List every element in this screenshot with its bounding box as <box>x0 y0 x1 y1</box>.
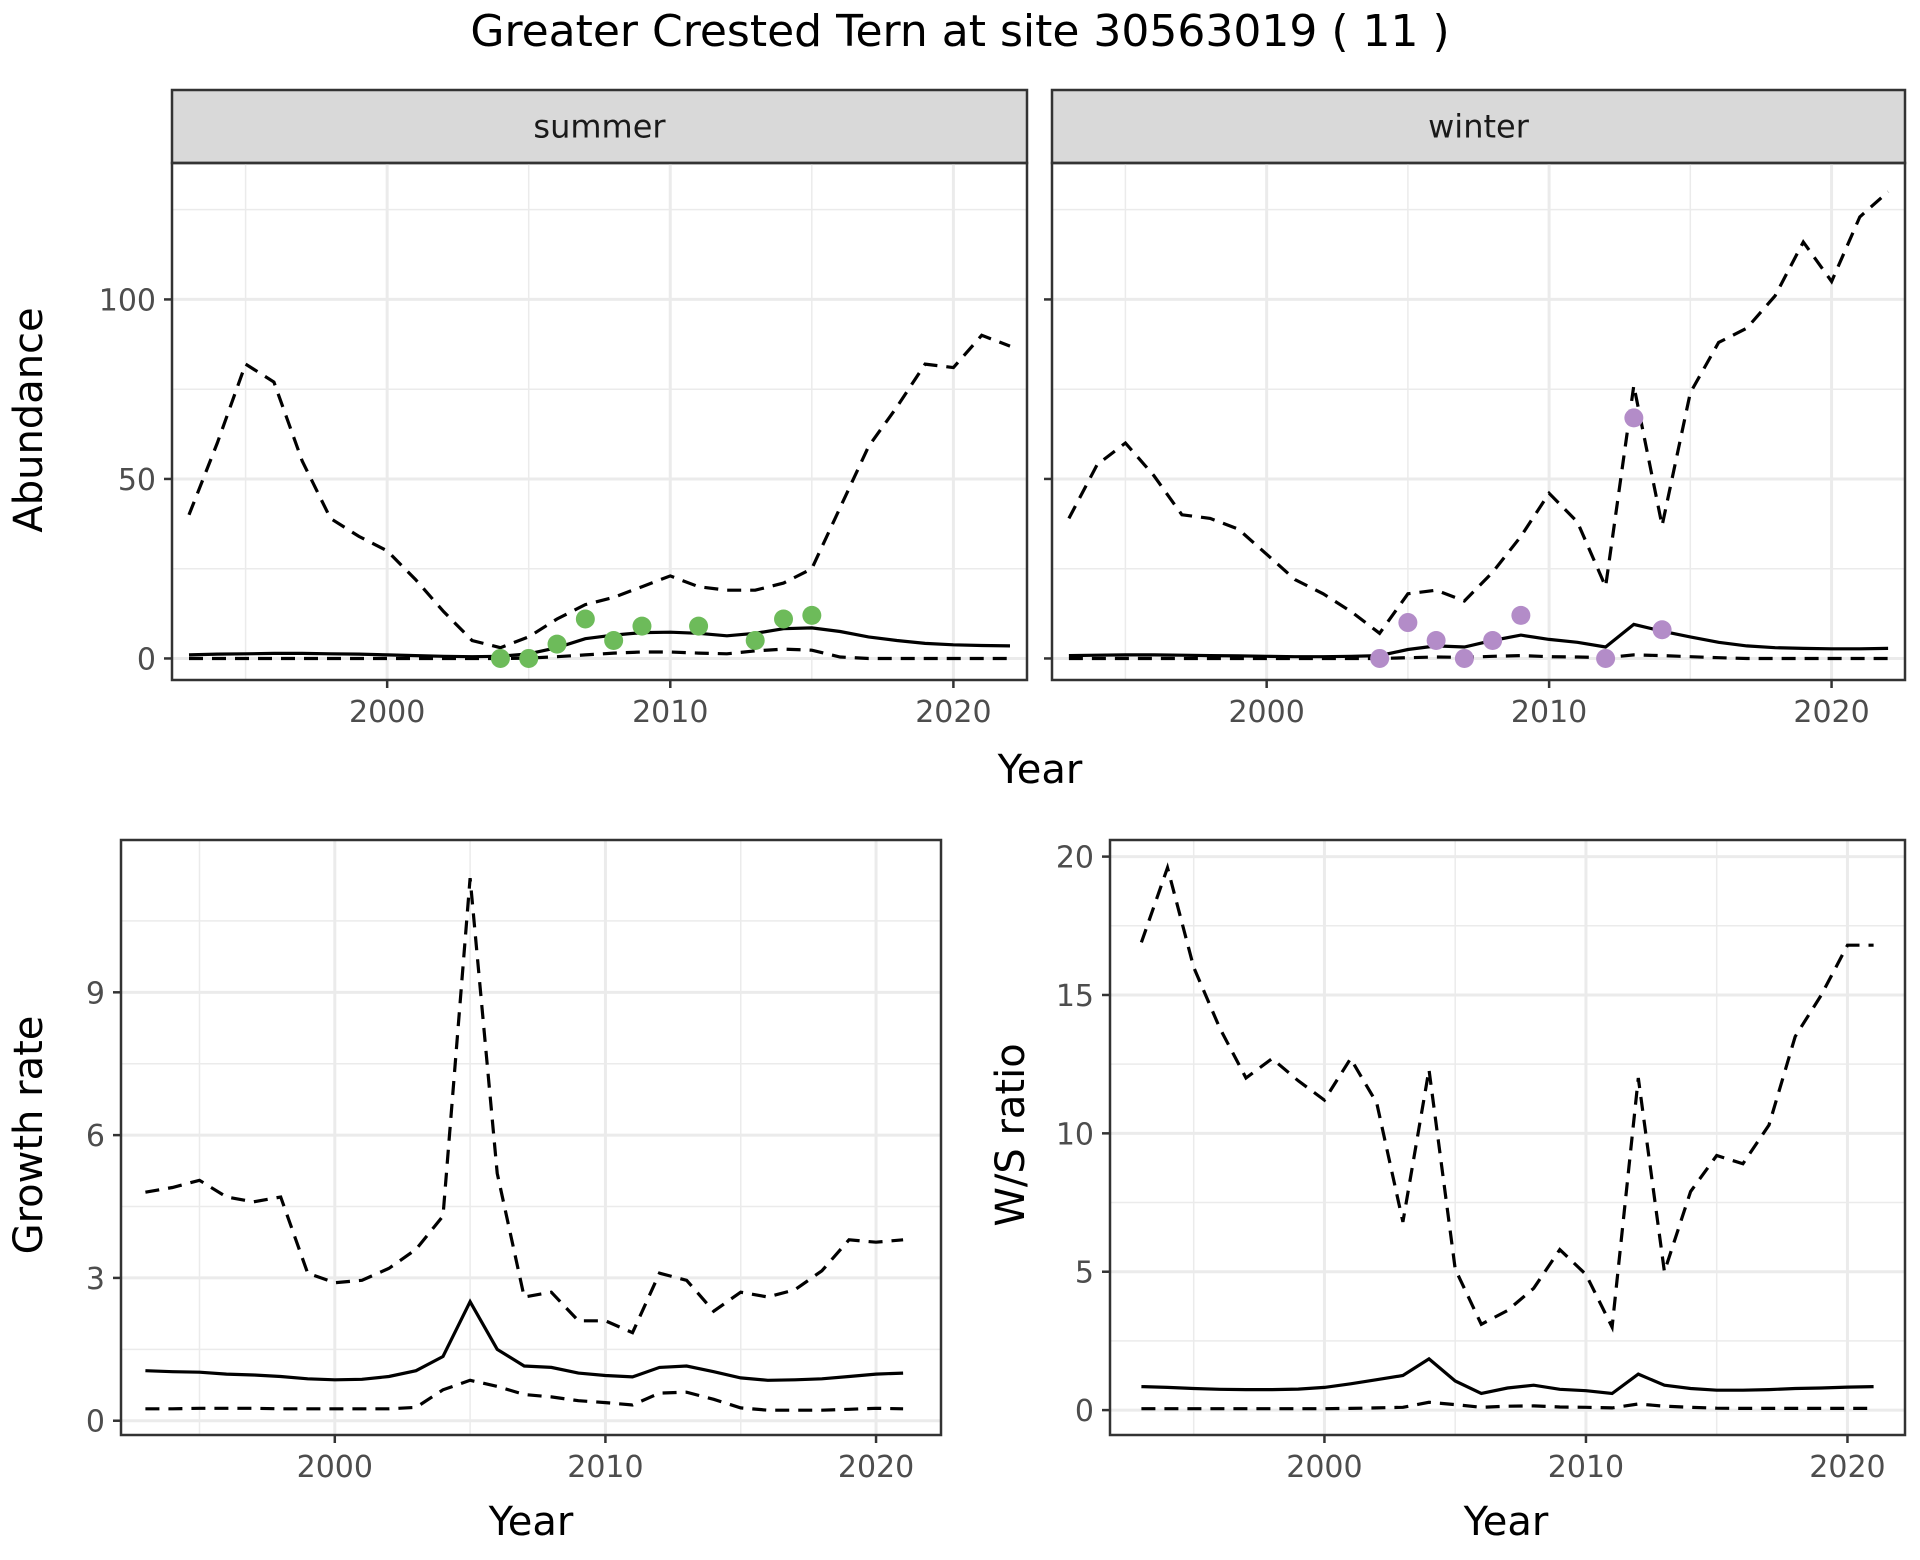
winter-x-tick-label: 2020 <box>1793 695 1869 730</box>
winter-observation-point <box>1398 613 1418 633</box>
summer-observation-point <box>745 631 765 651</box>
winter-panel-border <box>1050 161 1907 682</box>
ws-x-tick-label: 2010 <box>1548 1450 1624 1485</box>
abundance-x-axis-title: Year <box>997 747 1083 793</box>
summer-strip <box>170 88 1029 165</box>
winter-observation-point <box>1596 648 1616 668</box>
growth-y-tick-label: 6 <box>86 1119 105 1154</box>
growth-y-tick-label: 3 <box>86 1262 105 1297</box>
summer-y-tick-label: 50 <box>118 463 156 498</box>
winter-observation-point <box>1483 631 1503 651</box>
summer-x-tick-label: 2010 <box>632 695 708 730</box>
summer-observation-point <box>689 616 709 636</box>
winter-x-tick-label: 2000 <box>1228 695 1304 730</box>
summer-upper-bound-line <box>187 333 1011 650</box>
ws-lower-bound-line <box>1141 1400 1874 1411</box>
winter-strip-label: winter <box>1428 108 1530 146</box>
summer-observation-point <box>632 616 652 636</box>
summer-observation-point <box>802 605 822 625</box>
summer-observation-point <box>575 609 595 629</box>
winter-observation-point <box>1511 605 1531 625</box>
ws-y-tick-label: 10 <box>1056 1117 1094 1152</box>
winter-upper-bound-line <box>1067 190 1890 636</box>
ws-y-tick-label: 5 <box>1075 1256 1094 1291</box>
summer-y-tick-label: 0 <box>137 642 156 677</box>
summer-strip-label: summer <box>533 108 666 146</box>
figure-title: Greater Crested Tern at site 30563019 ( … <box>470 6 1449 57</box>
summer-x-tick-label: 2020 <box>915 695 991 730</box>
summer-observation-point <box>774 609 794 629</box>
ws-ratio-panel: 2000 2010 2020 0 5 10 15 20 <box>1056 838 1907 1485</box>
ws-x-tick-label: 2000 <box>1286 1450 1362 1485</box>
summer-estimate-line <box>188 626 1011 659</box>
growth-upper-bound-line <box>145 877 904 1335</box>
winter-strip <box>1050 88 1907 165</box>
ws-y-tick-label: 20 <box>1056 841 1094 876</box>
summer-panel-border <box>170 161 1029 682</box>
ws-ratio-y-axis-title: W/S ratio <box>988 1043 1034 1226</box>
summer-observation-point <box>490 648 510 668</box>
growth-x-tick-label: 2000 <box>297 1450 373 1485</box>
winter-observation-point <box>1454 648 1474 668</box>
winter-observation-point <box>1426 631 1446 651</box>
winter-observation-point <box>1370 648 1390 668</box>
winter-x-tick-label: 2010 <box>1511 695 1587 730</box>
winter-observation-point <box>1652 620 1672 640</box>
ws-estimate-line <box>1141 1356 1874 1396</box>
summer-abundance-panel: summer 2000 2010 2020 0 50 100 <box>99 88 1029 730</box>
winter-abundance-panel: winter 2000 2010 2020 <box>1044 88 1907 730</box>
abundance-y-axis-title: Abundance <box>6 307 52 532</box>
winter-observation-point <box>1624 408 1644 428</box>
growth-rate-x-axis-title: Year <box>488 1499 574 1545</box>
growth-lower-bound-line <box>145 1378 904 1412</box>
growth-estimate-line <box>145 1298 904 1382</box>
ws-x-tick-label: 2020 <box>1809 1450 1885 1485</box>
growth-rate-panel: 2000 2010 2020 0 3 6 9 <box>86 838 943 1485</box>
ws-y-tick-label: 0 <box>1075 1394 1094 1429</box>
summer-observation-point <box>519 648 539 668</box>
growth-rate-y-axis-title: Growth rate <box>6 1016 52 1255</box>
ws-panel-border <box>1108 838 1907 1437</box>
summer-x-tick-label: 2000 <box>349 695 425 730</box>
ws-upper-bound-line <box>1139 862 1874 1333</box>
growth-x-tick-label: 2010 <box>567 1450 643 1485</box>
ws-y-tick-label: 15 <box>1056 979 1094 1014</box>
growth-y-tick-label: 0 <box>86 1405 105 1440</box>
ws-ratio-x-axis-title: Year <box>1463 1499 1549 1545</box>
summer-observation-point <box>604 631 624 651</box>
summer-y-tick-label: 100 <box>99 283 156 318</box>
growth-y-tick-label: 9 <box>86 976 105 1011</box>
winter-estimate-line <box>1068 622 1889 659</box>
growth-panel-border <box>119 838 943 1437</box>
summer-observation-point <box>547 634 567 654</box>
growth-x-tick-label: 2020 <box>838 1450 914 1485</box>
